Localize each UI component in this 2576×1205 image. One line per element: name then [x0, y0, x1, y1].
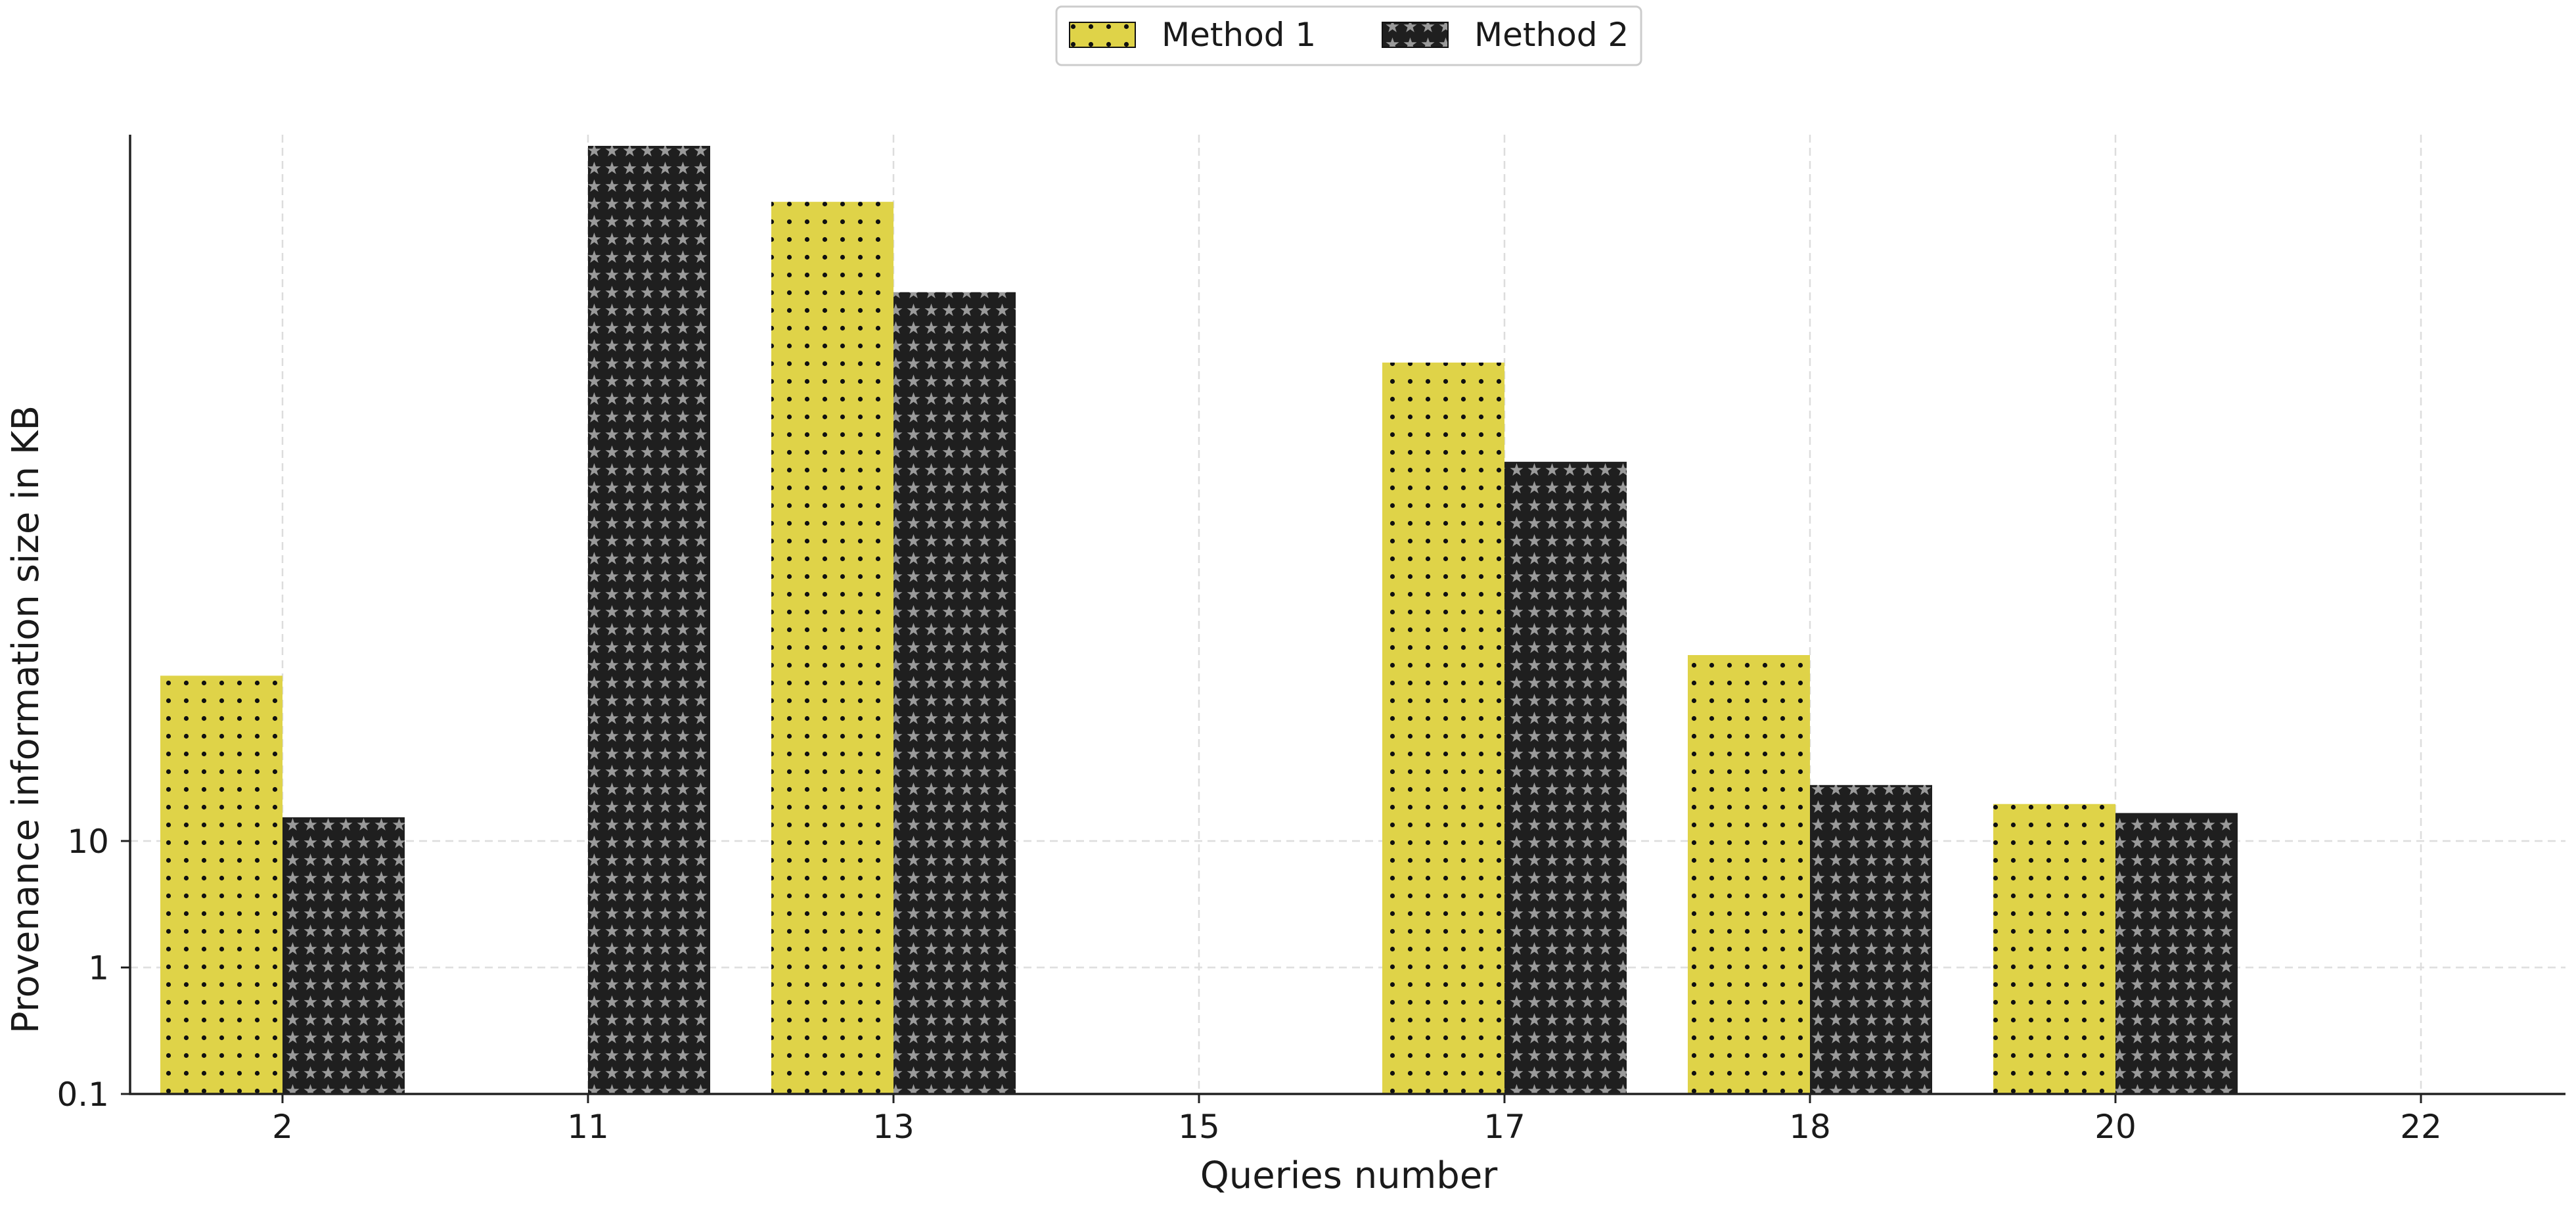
bar-method-2: [893, 292, 1016, 1094]
legend-swatch-method-2: [1382, 22, 1449, 48]
bar-method-2: [282, 817, 405, 1094]
legend-swatch-method-1: [1069, 22, 1136, 48]
bar-method-2: [2115, 813, 2238, 1094]
x-tick-label: 2: [272, 1108, 293, 1146]
y-tick-labels: 0.1 1 10: [56, 823, 109, 1114]
legend-frame: [1055, 5, 1642, 66]
x-tick-label: 15: [1178, 1108, 1220, 1146]
x-axis-label: Queries number: [1200, 1154, 1499, 1197]
bar-method-1: [1993, 804, 2115, 1094]
legend-label-method-2: Method 2: [1474, 16, 1629, 54]
x-tick-label: 18: [1789, 1108, 1831, 1146]
y-axis-label: Provenance information size in KB: [5, 405, 47, 1034]
axes: [121, 135, 2565, 1103]
y-tick-label: 0.1: [56, 1076, 109, 1114]
x-tick-label: 22: [2400, 1108, 2442, 1146]
bars: [160, 145, 2238, 1095]
y-tick-label: 10: [67, 823, 109, 861]
bar-method-2: [1810, 784, 1932, 1094]
x-tick-labels: 2 11 13 15 17 18 20 22: [272, 1108, 2442, 1146]
bar-method-2: [1504, 461, 1627, 1094]
bar-method-1: [1688, 655, 1810, 1094]
bar-method-1: [1382, 362, 1504, 1094]
x-tick-label: 20: [2094, 1108, 2136, 1146]
bar-method-1: [771, 202, 893, 1094]
legend: Method 1 Method 2: [1055, 5, 1642, 66]
legend-label-method-1: Method 1: [1162, 16, 1316, 54]
x-tick-label: 11: [567, 1108, 609, 1146]
x-tick-label: 13: [872, 1108, 915, 1146]
x-tick-label: 17: [1483, 1108, 1525, 1146]
y-tick-label: 1: [88, 949, 109, 988]
bar-method-1: [160, 675, 282, 1094]
bar-method-2: [588, 145, 710, 1095]
